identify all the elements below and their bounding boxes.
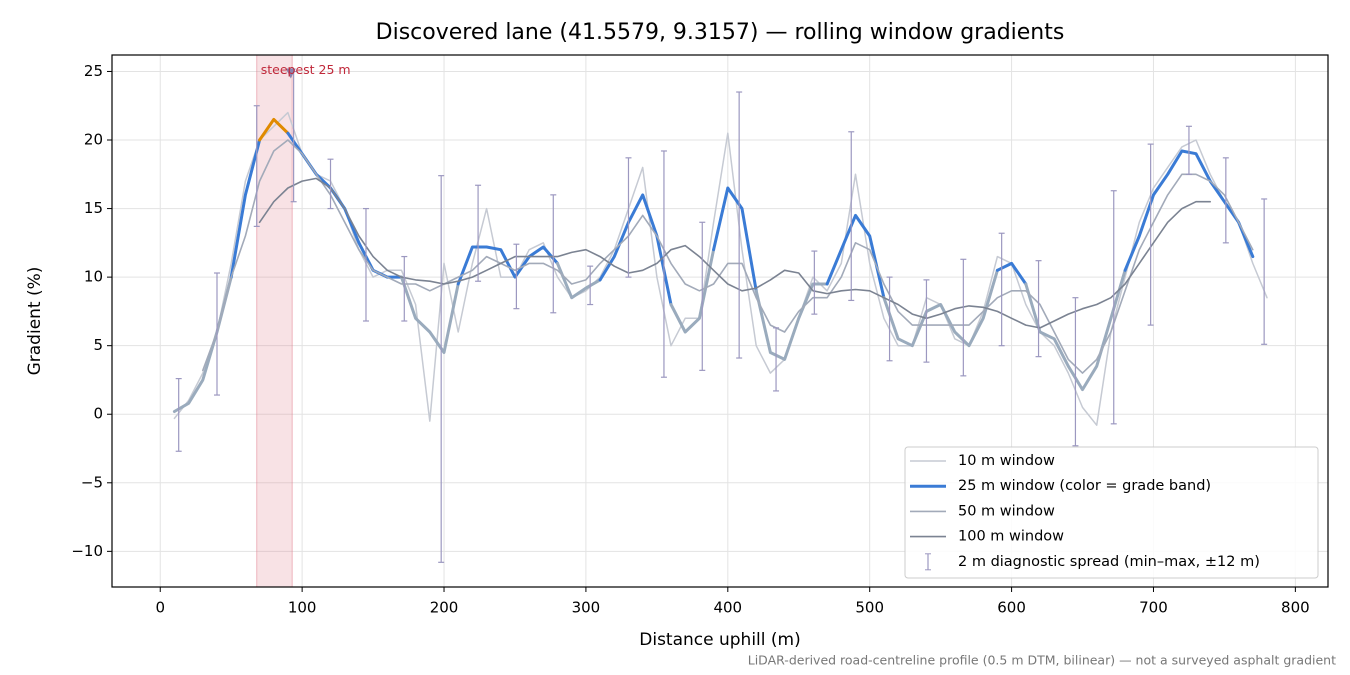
error-bar bbox=[886, 276, 893, 362]
band-line bbox=[882, 268, 999, 348]
x-axis-label: Distance uphill (m) bbox=[639, 630, 800, 650]
band-line bbox=[556, 261, 602, 300]
highlight-label: steepest 25 m bbox=[261, 62, 351, 77]
x-tick-label: 500 bbox=[855, 599, 884, 617]
error-bar bbox=[1072, 297, 1079, 447]
y-tick-label: 10 bbox=[84, 268, 103, 286]
error-bar bbox=[998, 232, 1005, 347]
x-tick-label: 200 bbox=[430, 599, 459, 617]
footnote: LiDAR-derived road-centreline profile (0… bbox=[748, 653, 1336, 668]
error-bar bbox=[699, 221, 706, 371]
error-bar bbox=[1110, 190, 1117, 425]
x-tick-label: 400 bbox=[713, 599, 742, 617]
error-bar bbox=[475, 184, 482, 282]
legend-label: 100 m window bbox=[958, 529, 1064, 545]
legend-label: 50 m window bbox=[958, 503, 1055, 519]
band-line bbox=[825, 213, 886, 300]
error-bar bbox=[960, 258, 967, 377]
x-tick-label: 0 bbox=[155, 599, 165, 617]
chart-title: Discovered lane (41.5579, 9.3157) — roll… bbox=[376, 20, 1065, 45]
error-bar bbox=[773, 327, 780, 392]
y-tick-label: 0 bbox=[93, 405, 103, 423]
error-bar bbox=[253, 105, 260, 227]
error-bar bbox=[1035, 260, 1042, 358]
legend-box bbox=[904, 446, 1319, 579]
error-bar bbox=[1185, 125, 1192, 175]
series-line bbox=[202, 139, 1254, 374]
error-bar bbox=[1222, 157, 1229, 244]
band-line bbox=[229, 138, 262, 279]
error-bar bbox=[513, 243, 520, 310]
error-bar bbox=[923, 279, 930, 363]
y-tick-label: −5 bbox=[81, 473, 103, 491]
x-tick-label: 700 bbox=[1139, 599, 1168, 617]
series-line bbox=[173, 111, 1268, 426]
band-line bbox=[172, 275, 233, 413]
legend-label: 10 m window bbox=[958, 453, 1055, 469]
error-bar bbox=[587, 265, 594, 306]
error-bar bbox=[625, 157, 632, 278]
error-bar bbox=[1147, 143, 1154, 326]
band-line bbox=[712, 186, 758, 293]
legend-label: 25 m window (color = grade band) bbox=[958, 478, 1211, 494]
y-tick-label: −10 bbox=[71, 542, 103, 560]
y-tick-label: 20 bbox=[84, 131, 103, 149]
error-bar bbox=[362, 207, 369, 322]
band-line bbox=[754, 282, 829, 361]
band-line bbox=[456, 245, 559, 286]
error-bar bbox=[848, 131, 855, 302]
error-bar bbox=[327, 158, 334, 210]
legend-label: 2 m diagnostic spread (min–max, ±12 m) bbox=[958, 554, 1260, 570]
x-tick-label: 300 bbox=[572, 599, 601, 617]
band-line bbox=[669, 248, 716, 334]
band-line bbox=[286, 131, 403, 279]
band-line bbox=[258, 117, 290, 142]
error-bar bbox=[175, 377, 182, 452]
x-tick-label: 800 bbox=[1281, 599, 1310, 617]
x-tick-label: 100 bbox=[288, 599, 317, 617]
x-tick-label: 600 bbox=[997, 599, 1026, 617]
error-bar bbox=[660, 150, 667, 378]
error-bar bbox=[401, 255, 408, 322]
error-bar bbox=[736, 91, 743, 359]
error-bar bbox=[811, 250, 818, 315]
error-bar bbox=[1261, 198, 1268, 345]
band-line bbox=[400, 275, 460, 354]
y-tick-label: 5 bbox=[93, 336, 103, 354]
y-tick-label: 25 bbox=[84, 62, 103, 80]
y-axis-label: Gradient (%) bbox=[25, 267, 45, 376]
error-bar bbox=[213, 272, 220, 396]
series-line bbox=[258, 177, 1211, 329]
error-bar bbox=[438, 175, 445, 563]
plot-frame bbox=[111, 54, 1329, 588]
steepest-marker bbox=[285, 68, 296, 79]
error-bar bbox=[550, 194, 557, 314]
band-line bbox=[598, 193, 673, 306]
y-tick-label: 15 bbox=[84, 199, 103, 217]
